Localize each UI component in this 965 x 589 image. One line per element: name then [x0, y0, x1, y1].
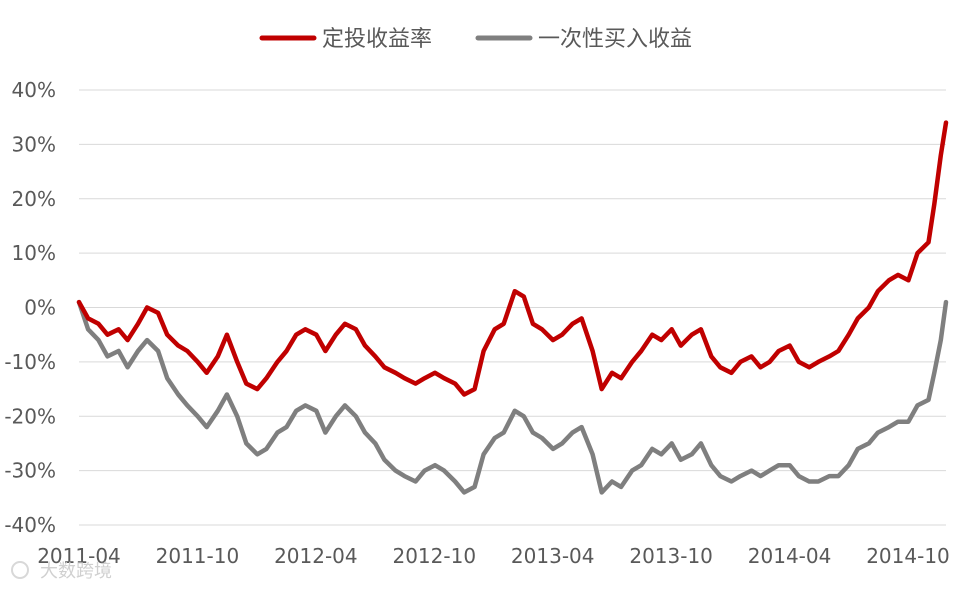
legend-label: 定投收益率	[322, 27, 432, 52]
x-axis-ticks: 2011-04 2011-10 2012-04 2012-10 2013-04 2013-…	[37, 544, 950, 568]
y-tick-label: -30%	[4, 459, 56, 483]
y-tick-label: -20%	[4, 404, 56, 428]
x-tick-label: 2014-10	[866, 544, 950, 568]
legend-label: 一次性买入收益	[538, 27, 692, 52]
y-tick-label: -40%	[4, 513, 56, 537]
x-tick-label: 2011-10	[156, 544, 240, 568]
x-tick-label: 2013-10	[629, 544, 713, 568]
x-tick-label: 2012-10	[392, 544, 476, 568]
series-line-1	[76, 299, 949, 495]
series-line-0	[76, 120, 949, 397]
watermark-text: 大数跨境	[40, 561, 112, 582]
x-tick-label: 2014-04	[748, 544, 832, 568]
y-tick-label: 0%	[24, 296, 56, 320]
gridlines	[79, 89, 946, 526]
y-tick-label: 20%	[12, 187, 56, 211]
y-tick-label: 40%	[12, 78, 56, 102]
y-tick-label: -10%	[4, 350, 56, 374]
x-tick-label: 2011-04	[37, 544, 121, 568]
y-axis-ticks: 40% 30% 20% 10% 0% -10% -20% -30% -40%	[4, 78, 56, 537]
y-tick-label: 30%	[12, 132, 56, 156]
legend: 定投收益率 一次性买入收益	[259, 27, 692, 52]
x-tick-label: 2012-04	[274, 544, 358, 568]
y-tick-label: 10%	[12, 241, 56, 265]
series-lines	[76, 120, 949, 495]
x-tick-label: 2013-04	[511, 544, 595, 568]
watermark-logo-icon	[11, 561, 29, 579]
watermark: 大数跨境	[11, 561, 112, 582]
